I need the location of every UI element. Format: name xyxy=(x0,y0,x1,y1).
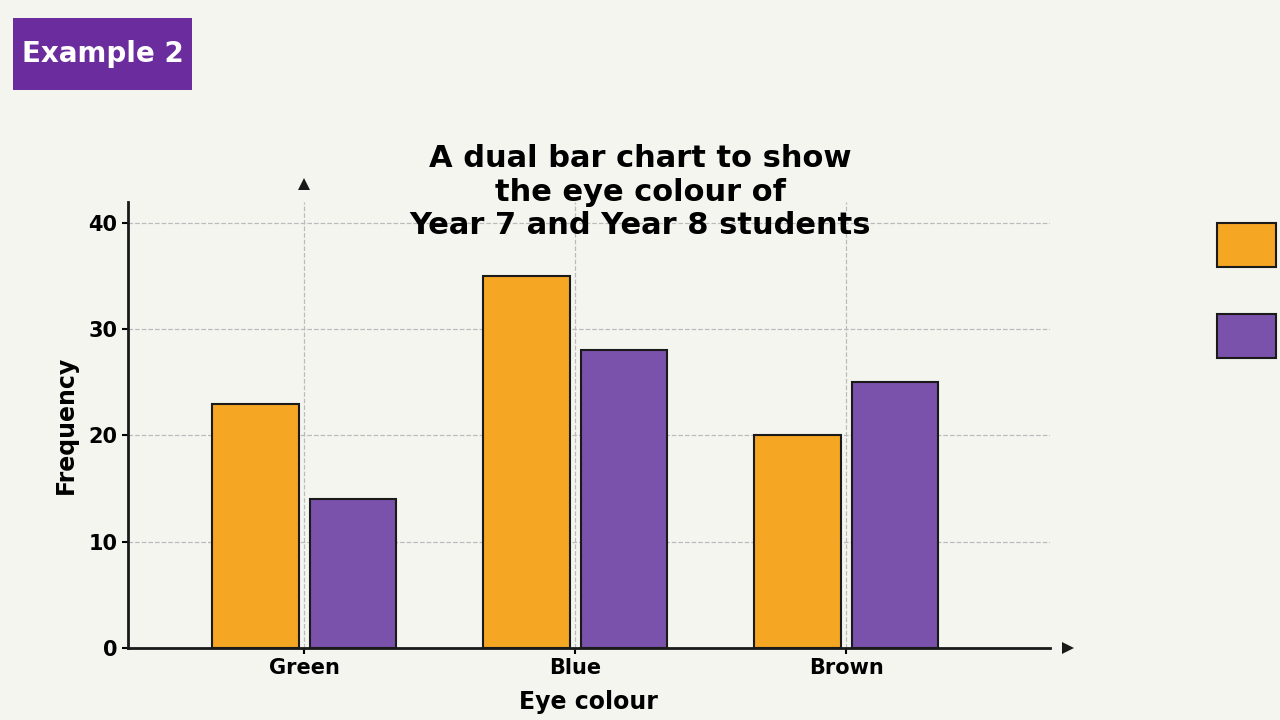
Legend: Year 7, Year 8: Year 7, Year 8 xyxy=(1208,213,1280,368)
Text: Example 2: Example 2 xyxy=(22,40,183,68)
Bar xyxy=(483,276,570,648)
Bar xyxy=(851,382,938,648)
Bar xyxy=(581,351,667,648)
Bar xyxy=(754,436,841,648)
Y-axis label: Frequency: Frequency xyxy=(54,356,78,494)
Bar xyxy=(310,499,397,648)
X-axis label: Eye colour: Eye colour xyxy=(520,690,658,714)
Text: A dual bar chart to show
the eye colour of
Year 7 and Year 8 students: A dual bar chart to show the eye colour … xyxy=(410,144,870,240)
Bar xyxy=(212,403,298,648)
